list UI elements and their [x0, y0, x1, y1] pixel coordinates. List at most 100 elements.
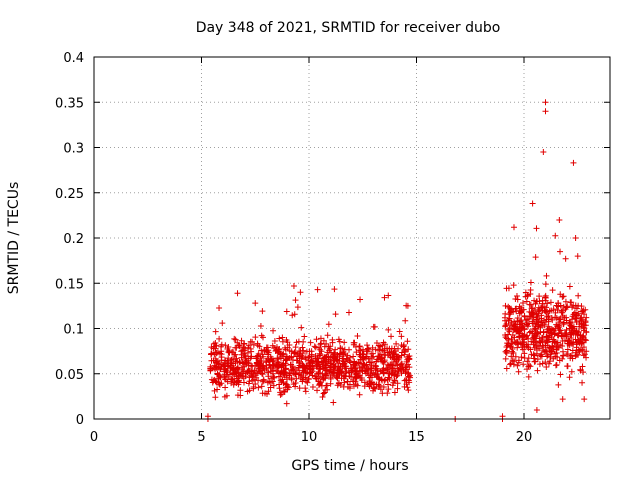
data-point	[519, 339, 526, 346]
data-point	[580, 307, 587, 314]
data-point	[396, 328, 403, 335]
data-point	[536, 293, 543, 300]
data-point-key	[574, 253, 581, 260]
data-point	[567, 329, 574, 336]
data-point	[258, 357, 265, 364]
data-point	[511, 323, 518, 330]
data-point	[260, 362, 267, 369]
data-point	[309, 358, 316, 365]
data-point	[502, 348, 509, 355]
data-point	[566, 374, 573, 381]
data-point	[241, 363, 248, 370]
data-point	[258, 347, 265, 354]
data-point	[241, 340, 248, 347]
data-point	[304, 369, 311, 376]
data-point	[214, 349, 221, 356]
data-point	[324, 386, 331, 393]
data-point	[503, 320, 510, 327]
data-point	[536, 307, 543, 314]
data-point	[385, 326, 392, 333]
data-point	[368, 354, 375, 361]
data-point	[309, 384, 316, 391]
data-point	[369, 344, 376, 351]
data-point	[307, 339, 314, 346]
data-point	[381, 294, 388, 301]
data-point	[354, 332, 361, 339]
data-point	[321, 374, 328, 381]
data-point	[232, 336, 239, 343]
data-point	[301, 333, 308, 340]
data-point	[241, 379, 248, 386]
data-point	[307, 366, 314, 373]
data-point	[548, 334, 555, 341]
data-point	[221, 363, 228, 370]
data-point	[575, 302, 582, 309]
data-point-key	[570, 159, 577, 166]
data-point	[321, 343, 328, 350]
data-point	[267, 353, 274, 360]
data-point	[292, 344, 299, 351]
data-point	[556, 326, 563, 333]
data-point-key	[533, 406, 540, 413]
data-point	[242, 373, 249, 380]
data-point	[543, 348, 550, 355]
data-point	[543, 363, 550, 370]
data-point	[548, 329, 555, 336]
data-point	[335, 380, 342, 387]
y-axis-label: SRMTID / TECUs	[6, 182, 22, 295]
data-point	[549, 316, 556, 323]
data-point	[524, 358, 531, 365]
data-point	[401, 377, 408, 384]
data-point	[283, 400, 290, 407]
data-point	[357, 347, 364, 354]
data-point-key	[542, 99, 549, 106]
data-point	[398, 342, 405, 349]
data-point	[339, 362, 346, 369]
data-point	[212, 328, 219, 335]
data-point	[558, 329, 565, 336]
data-point	[362, 370, 369, 377]
data-point	[510, 282, 517, 289]
data-point	[274, 356, 281, 363]
data-point	[249, 369, 256, 376]
data-point	[250, 385, 257, 392]
data-point	[513, 338, 520, 345]
data-point	[360, 356, 367, 363]
data-point	[351, 365, 358, 372]
data-point	[324, 367, 331, 374]
data-point	[239, 347, 246, 354]
data-point	[583, 337, 590, 344]
data-point	[265, 369, 272, 376]
data-point	[560, 321, 567, 328]
data-point	[279, 334, 286, 341]
data-point	[545, 312, 552, 319]
data-point	[406, 364, 413, 371]
data-point	[277, 391, 284, 398]
data-point	[273, 347, 280, 354]
data-point	[283, 374, 290, 381]
data-point	[403, 366, 410, 373]
data-point	[577, 366, 584, 373]
data-point	[514, 344, 521, 351]
data-point	[394, 353, 401, 360]
data-point	[515, 359, 522, 366]
data-point	[381, 347, 388, 354]
data-point	[340, 349, 347, 356]
data-point	[557, 371, 564, 378]
data-point	[544, 339, 551, 346]
data-point	[335, 363, 342, 370]
data-point	[280, 380, 287, 387]
y-tick-label: 0.3	[63, 142, 84, 157]
data-point	[514, 317, 521, 324]
data-point	[329, 339, 336, 346]
axis-ticks: 0 5 10 15 20 0 0.05 0.1 0.15 0.2 0.25 0.3 0.35 0.4	[55, 51, 610, 445]
y-tick-label: 0.1	[63, 323, 84, 338]
x-tick-label: 5	[197, 430, 205, 445]
data-point	[404, 361, 411, 368]
data-point	[341, 339, 348, 346]
data-point	[216, 381, 223, 388]
data-point	[565, 338, 572, 345]
data-point	[402, 317, 409, 324]
data-point	[391, 377, 398, 384]
data-point	[562, 298, 569, 305]
